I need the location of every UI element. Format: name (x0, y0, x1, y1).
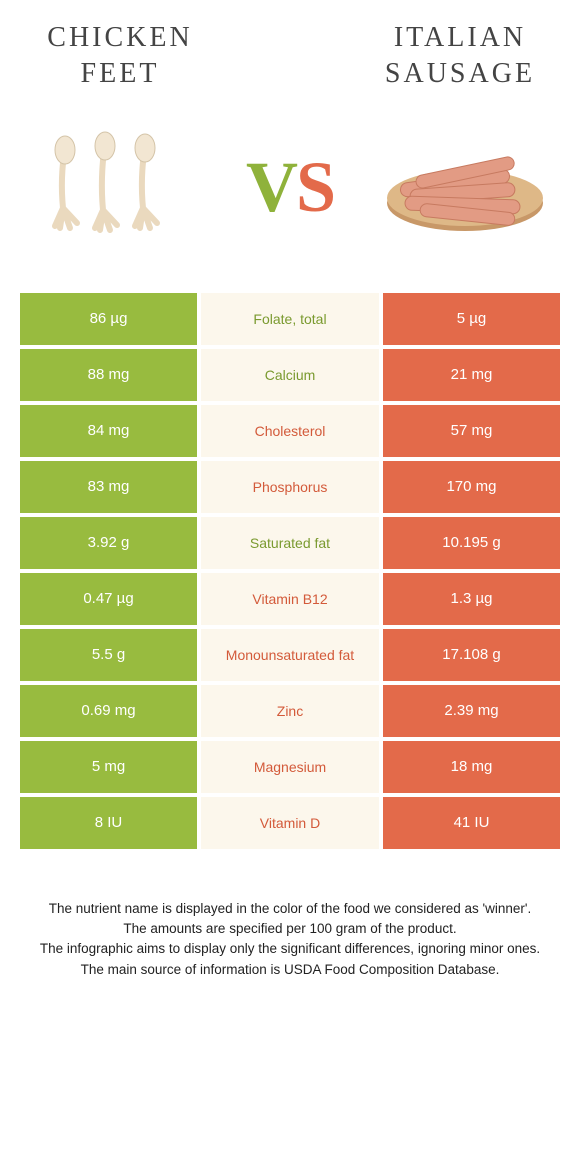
cell-right-value: 18 mg (383, 741, 560, 793)
vs-v: V (246, 147, 296, 227)
note-line-3: The infographic aims to display only the… (30, 939, 550, 959)
note-line-2: The amounts are specified per 100 gram o… (30, 919, 550, 939)
table-row: 3.92 gSaturated fat10.195 g (20, 517, 560, 569)
cell-nutrient-label: Monounsaturated fat (201, 629, 379, 681)
cell-nutrient-label: Zinc (201, 685, 379, 737)
title-left: CHICKEN FEET (20, 20, 220, 93)
title-left-line2: FEET (20, 56, 220, 92)
cell-left-value: 0.47 µg (20, 573, 197, 625)
table-row: 84 mgCholesterol57 mg (20, 405, 560, 457)
chicken-feet-image (30, 123, 200, 253)
vs-s: S (296, 147, 334, 227)
cell-left-value: 88 mg (20, 349, 197, 401)
title-right-line2: SAUSAGE (360, 56, 560, 92)
cell-right-value: 5 µg (383, 293, 560, 345)
title-right-line1: ITALIAN (360, 20, 560, 56)
cell-left-value: 83 mg (20, 461, 197, 513)
cell-right-value: 21 mg (383, 349, 560, 401)
italian-sausage-image (380, 123, 550, 253)
nutrition-table: 86 µgFolate, total5 µg88 mgCalcium21 mg8… (20, 293, 560, 849)
cell-right-value: 170 mg (383, 461, 560, 513)
table-row: 0.47 µgVitamin B121.3 µg (20, 573, 560, 625)
cell-left-value: 5.5 g (20, 629, 197, 681)
vs-label: VS (246, 146, 334, 229)
table-row: 83 mgPhosphorus170 mg (20, 461, 560, 513)
table-row: 88 mgCalcium21 mg (20, 349, 560, 401)
note-line-1: The nutrient name is displayed in the co… (30, 899, 550, 919)
cell-nutrient-label: Folate, total (201, 293, 379, 345)
cell-left-value: 3.92 g (20, 517, 197, 569)
table-row: 86 µgFolate, total5 µg (20, 293, 560, 345)
table-row: 5 mgMagnesium18 mg (20, 741, 560, 793)
cell-right-value: 10.195 g (383, 517, 560, 569)
cell-left-value: 0.69 mg (20, 685, 197, 737)
cell-nutrient-label: Cholesterol (201, 405, 379, 457)
cell-left-value: 5 mg (20, 741, 197, 793)
cell-nutrient-label: Magnesium (201, 741, 379, 793)
cell-right-value: 2.39 mg (383, 685, 560, 737)
footer-notes: The nutrient name is displayed in the co… (20, 899, 560, 980)
cell-right-value: 17.108 g (383, 629, 560, 681)
hero-row: VS (20, 123, 560, 253)
cell-nutrient-label: Vitamin B12 (201, 573, 379, 625)
cell-nutrient-label: Saturated fat (201, 517, 379, 569)
titles-row: CHICKEN FEET ITALIAN SAUSAGE (20, 20, 560, 93)
cell-left-value: 86 µg (20, 293, 197, 345)
cell-left-value: 8 IU (20, 797, 197, 849)
table-row: 0.69 mgZinc2.39 mg (20, 685, 560, 737)
cell-nutrient-label: Phosphorus (201, 461, 379, 513)
cell-right-value: 41 IU (383, 797, 560, 849)
table-row: 8 IUVitamin D41 IU (20, 797, 560, 849)
cell-nutrient-label: Vitamin D (201, 797, 379, 849)
table-row: 5.5 gMonounsaturated fat17.108 g (20, 629, 560, 681)
cell-right-value: 1.3 µg (383, 573, 560, 625)
cell-nutrient-label: Calcium (201, 349, 379, 401)
note-line-4: The main source of information is USDA F… (30, 960, 550, 980)
title-left-line1: CHICKEN (20, 20, 220, 56)
title-right: ITALIAN SAUSAGE (360, 20, 560, 93)
cell-right-value: 57 mg (383, 405, 560, 457)
infographic-container: CHICKEN FEET ITALIAN SAUSAGE VS (0, 0, 580, 1000)
cell-left-value: 84 mg (20, 405, 197, 457)
